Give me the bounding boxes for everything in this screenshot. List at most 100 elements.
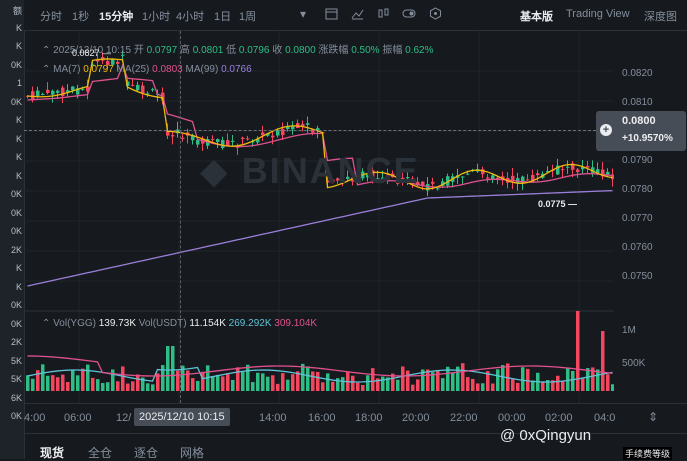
- vol-usdt-value: 11.154K: [189, 318, 226, 329]
- volume-bar: [406, 370, 410, 391]
- candle: [566, 160, 570, 174]
- volume-bar: [136, 374, 140, 391]
- interval-4h[interactable]: 4小时: [176, 11, 205, 23]
- high-value: 0.0801: [192, 45, 224, 56]
- volume-bar: [76, 375, 80, 391]
- tab-cross[interactable]: 全仓: [88, 446, 113, 460]
- volume-bar: [151, 384, 155, 391]
- candle: [561, 165, 565, 178]
- volume-bar: [401, 366, 405, 391]
- price-tick: 0.0770: [622, 213, 653, 224]
- volume-bar: [251, 382, 255, 391]
- candle: [66, 84, 70, 98]
- candle: [176, 121, 180, 138]
- candle: [136, 81, 140, 92]
- close-label: 收: [272, 45, 283, 56]
- toggle-icon[interactable]: [402, 7, 416, 21]
- volume-bar: [231, 379, 235, 391]
- interval-15m[interactable]: 15分钟: [99, 11, 134, 23]
- collapse-icon[interactable]: ⌃: [42, 45, 51, 56]
- candle: [291, 121, 295, 135]
- volume-bar: [66, 382, 70, 391]
- tab-isolated[interactable]: 逐仓: [134, 446, 159, 460]
- candle: [441, 178, 445, 188]
- scale-fit-icon[interactable]: ⇕: [647, 410, 659, 424]
- candle: [341, 173, 345, 187]
- volume-bar: [371, 368, 375, 391]
- candle: [526, 174, 530, 181]
- volume-bar: [301, 363, 305, 391]
- time-tick: 4:00: [24, 412, 46, 424]
- interval-1s[interactable]: 1秒: [72, 11, 90, 23]
- view-depth[interactable]: 深度图: [644, 11, 677, 23]
- price-change: +10.9570%: [622, 133, 673, 144]
- interval-1d[interactable]: 1日: [214, 11, 232, 23]
- volume-bar: [156, 373, 160, 391]
- ma25-value: 0.0803: [152, 64, 183, 75]
- collapse-icon[interactable]: ⌃: [42, 318, 51, 329]
- candlestick-chart[interactable]: [24, 31, 614, 403]
- left-strip: 额 K K 0K 1 0K K K K K 0K 0K 0K 2K K K 0K 0K 2K 5K 5K 6K 0K: [0, 0, 25, 459]
- orderbook-fragment: 0K: [10, 226, 22, 236]
- candle: [146, 91, 150, 98]
- interval-time-share[interactable]: 分时: [40, 11, 62, 23]
- orderbook-fragment: 1: [16, 78, 22, 88]
- candle: [546, 166, 550, 173]
- volume-bar: [326, 373, 330, 391]
- volume-bar: [116, 381, 120, 391]
- volume-bar: [271, 375, 275, 391]
- volume-bar: [31, 378, 35, 391]
- orderbook-fragment: K: [15, 263, 22, 273]
- candle-settings-icon[interactable]: [376, 7, 390, 21]
- volume-bar: [581, 378, 585, 391]
- price-axis[interactable]: 0.0820 0.0810 0.0790 0.0780 0.0770 0.076…: [614, 31, 687, 403]
- interval-1w[interactable]: 1周: [239, 11, 257, 23]
- view-basic[interactable]: 基本版: [520, 11, 553, 23]
- orderbook-fragment: 2K: [10, 244, 22, 255]
- volume-bar: [176, 370, 180, 391]
- orderbook-fragment: 0K: [10, 318, 22, 329]
- time-axis[interactable]: 4:00 06:00 12/ 14:00 16:00 18:00 20:00 2…: [24, 403, 687, 434]
- time-tick: 22:00: [450, 412, 478, 424]
- volume-bar: [491, 383, 495, 391]
- tab-spot[interactable]: 现货: [40, 446, 65, 460]
- volume-bar: [246, 364, 250, 391]
- candle: [71, 86, 75, 94]
- orderbook-fragment: 5K: [10, 355, 22, 366]
- chevron-down-icon[interactable]: ▾: [299, 7, 307, 21]
- candle: [486, 174, 490, 183]
- candle: [316, 125, 320, 139]
- view-tradingview[interactable]: Trading View: [566, 8, 630, 20]
- line-chart-icon[interactable]: [350, 7, 364, 21]
- volume-bar: [551, 380, 555, 391]
- volume-bar: [216, 374, 220, 391]
- interval-1h[interactable]: 1小时: [142, 11, 171, 23]
- volume-bar: [171, 346, 175, 391]
- volume-bar: [296, 371, 300, 391]
- add-alert-icon[interactable]: +: [600, 124, 612, 136]
- fee-level-tag[interactable]: 手续费等级: [623, 447, 673, 460]
- price-tick: 0.0820: [622, 68, 653, 79]
- candle: [141, 81, 145, 99]
- ma-info: ⌃ MA(7) 0.0797 MA(25) 0.0803 MA(99) 0.07…: [42, 64, 252, 75]
- hexagon-icon[interactable]: [428, 7, 442, 21]
- time-tick: 00:00: [498, 412, 526, 424]
- volume-bar: [331, 381, 335, 391]
- calendar-icon[interactable]: [324, 7, 338, 21]
- candle: [336, 177, 340, 184]
- ohlc-datetime: 2025/12/10 10:15: [53, 45, 132, 56]
- collapse-icon[interactable]: ⌃: [42, 64, 51, 75]
- current-price-tag[interactable]: + 0.0800 +10.9570%: [596, 111, 686, 151]
- vol-ma2-value: 309.104K: [274, 318, 318, 329]
- volume-bar: [61, 374, 65, 391]
- chart-toolbar: 分时 1秒 15分钟 1小时 4小时 1日 1周 ▾ 基本版 Trading V…: [24, 0, 687, 31]
- candle: [386, 168, 390, 185]
- candle: [171, 130, 175, 145]
- candle: [196, 139, 200, 148]
- tab-grid[interactable]: 网格: [180, 446, 205, 460]
- candle: [221, 136, 225, 150]
- time-tick: 14:00: [259, 412, 287, 424]
- amplitude-label: 振幅: [382, 45, 403, 56]
- time-tick: 12/: [116, 412, 132, 424]
- vol-ma1-value: 269.292K: [228, 318, 272, 329]
